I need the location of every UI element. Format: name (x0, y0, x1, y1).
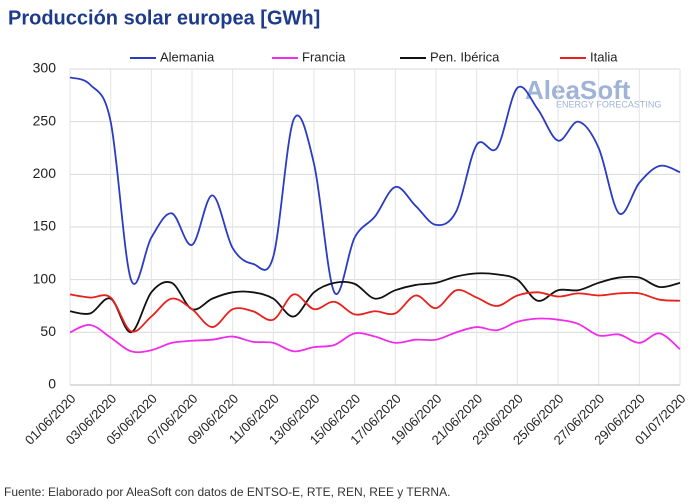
legend-label: Pen. Ibérica (430, 49, 500, 64)
series-line (69, 272, 681, 334)
chart-title: Producción solar europea [GWh] (8, 7, 320, 29)
legend-label: Francia (302, 49, 346, 64)
legend-label: Italia (590, 49, 618, 64)
watermark: AleaSoft (525, 75, 631, 105)
y-tick-label: 200 (33, 165, 57, 181)
series-line (69, 76, 681, 296)
series-line (69, 317, 681, 354)
y-tick-label: 250 (33, 112, 57, 128)
watermark-sub: ENERGY FORECASTING (556, 99, 661, 109)
source-note: Fuente: Elaborado por AleaSoft con datos… (4, 485, 450, 499)
legend-label: Alemania (160, 49, 215, 64)
y-tick-label: 150 (33, 218, 57, 234)
y-tick-label: 50 (40, 323, 56, 339)
y-tick-label: 300 (33, 60, 57, 76)
y-tick-label: 0 (48, 376, 56, 392)
y-tick-label: 100 (33, 270, 57, 286)
series-line (69, 289, 681, 333)
